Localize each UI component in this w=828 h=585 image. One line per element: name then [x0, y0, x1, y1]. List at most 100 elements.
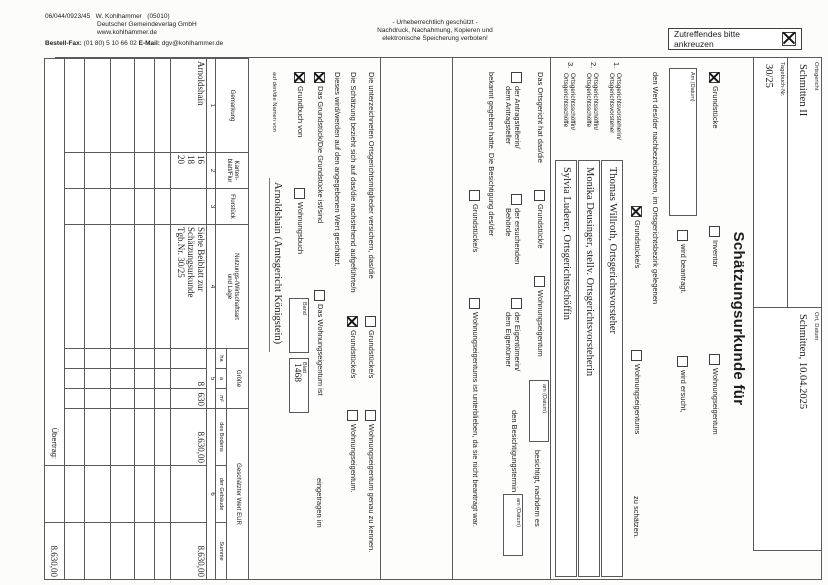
checkbox-eigentuemer[interactable]: der Eigentümerin/ dem Eigentümer	[504, 298, 522, 371]
checkbox-inspection-grundstuecke[interactable]: Grundstück/e	[534, 190, 545, 249]
valuation-table: Gemarkung Karten- blatt/Flur Flurstück N…	[44, 58, 249, 581]
empty-cell	[110, 58, 135, 153]
ortsgericht-box: Ortsgericht Schmitten II	[787, 57, 822, 308]
checkbox-label-line: dem Eigentümer	[504, 312, 514, 368]
checkbox-behoerde[interactable]: der ersuchenden Behörde	[504, 194, 522, 264]
checkbox-grundbuch[interactable]: Grundbuch von	[294, 72, 305, 137]
table-row	[84, 58, 111, 580]
example-cross-icon	[782, 32, 796, 46]
checkbox-label: Inventar	[711, 240, 720, 268]
checkbox-antragsteller[interactable]: der Antragstellerin/ dem Antragsteller	[504, 72, 522, 149]
checkbox-wohnungseigentum-eingetragen[interactable]: Das Wohnungseigentum ist	[314, 290, 325, 396]
checkbox-wohnungseigentum[interactable]: Wohnungseigentum	[709, 354, 720, 435]
checkbox-mark	[469, 190, 480, 201]
checkbox-label-line: der Antragstellerin/	[513, 86, 522, 149]
checkbox-mark	[347, 316, 358, 327]
member-name-field[interactable]: Sylvia Luderer, Ortsgerichtsschöffin	[555, 160, 577, 577]
checkbox-mark	[709, 226, 720, 237]
inspection-date-field-1[interactable]: am (Datum)	[529, 380, 549, 442]
mark-instruction-box: Zutreffendes bitte ankreuzen	[668, 28, 802, 50]
grundbuch-namen-value[interactable]: Arnoldshain (Amtsgericht Königstein)	[269, 178, 283, 353]
member-role: Ortsgerichtsschöffin/ Ortsgerichtsschöff…	[562, 73, 576, 130]
checkbox-grundstuecke[interactable]: Grundstücke	[709, 72, 720, 129]
inspection-text: Das Ortsgericht hat das/die	[536, 72, 545, 163]
table-row	[134, 58, 155, 580]
col-header-flurstueck: Flurstück	[215, 188, 249, 225]
header-line: Karten-	[232, 160, 240, 181]
checkbox-wohnungseigentums[interactable]: Wohnungseigentums	[631, 350, 642, 434]
ortsgericht-label: Ortsgericht	[813, 62, 819, 91]
assurance-text: Die unterzeichneten Ortsgerichtsmitglied…	[367, 72, 376, 279]
member-role-line: Ortsgerichtsschöffe	[585, 73, 592, 128]
valuation-form: Ortsgericht Schmitten II Tagebuch-Nr. 30…	[44, 57, 822, 581]
col-header-gebaeude: der Gebäude	[215, 465, 227, 523]
mark-instruction-label: Zutreffendes bitte ankreuzen	[674, 29, 740, 49]
blatt-field[interactable]: Blatt 1468	[289, 358, 309, 413]
empty-cell	[44, 465, 65, 523]
ortsgericht-value: Schmitten II	[797, 64, 808, 117]
empty-cell	[134, 408, 155, 466]
ort-datum-value: Schmitten, 10.04.2025	[797, 314, 808, 410]
col-number: 2	[206, 152, 216, 189]
checkbox-mark	[365, 316, 376, 327]
fax-number: (01 80) 5 10 66 02	[83, 40, 137, 47]
checkbox-kennen-wohnungseigentum[interactable]: Wohnungseigentum genau zu kennen.	[365, 410, 376, 552]
empty-cell	[84, 368, 111, 389]
fax-label: Bestell-Fax:	[45, 40, 82, 47]
checkbox-mark	[631, 206, 642, 217]
empty-cell	[84, 58, 111, 153]
empty-cell	[134, 58, 155, 153]
publisher-imprint: 06/044/0923/45 W. Kohlhammer (05010) Deu…	[45, 13, 305, 48]
checkbox-kennen-grundstuecke[interactable]: Grundstücke/s	[365, 316, 376, 378]
schaetzung-text: Die Schätzung bezieht sich auf das/die n…	[349, 72, 358, 293]
member-row: 1. Ortsgerichtsvorsteherin/ Ortsgerichts…	[601, 58, 623, 579]
checkbox-wird-ersucht[interactable]: wird ersucht,	[677, 356, 688, 413]
empty-cell	[154, 368, 171, 389]
empty-cell	[154, 188, 171, 225]
empty-cell	[64, 408, 85, 466]
member-name-field[interactable]: Thomas Willroth, Ortsgerichtsvorsteher	[601, 160, 623, 577]
checkbox-mark	[511, 194, 522, 205]
checkbox-grundstuecke-s[interactable]: Grundstücke/s	[631, 206, 642, 268]
checkbox-inspection-wohnungseigentum[interactable]: Wohnungseigentum	[534, 276, 545, 357]
section-divider	[380, 58, 381, 579]
am-datum-field[interactable]: Am (Datum)	[669, 68, 697, 216]
member-role-line: Ortsgerichtsschöffe	[562, 73, 569, 128]
inspection-date-field-2[interactable]: am (Datum)	[503, 494, 523, 556]
cell-nutzung: Siehe Beiblatt zur Schätzungsurkunde Tgb…	[170, 224, 207, 349]
member-role-line: Ortsgerichtsvorsteher	[608, 73, 615, 134]
band-field[interactable]: Band	[289, 298, 309, 353]
empty-cell	[64, 58, 85, 153]
checkbox-inventar[interactable]: Inventar	[709, 226, 720, 268]
checkbox-label-line: dem Antragsteller	[504, 86, 514, 145]
empty-cell	[84, 152, 111, 189]
publisher-url: www.kohlhammer.de	[97, 29, 157, 36]
member-role-line: Ortsgerichtsvorsteherin/	[615, 73, 622, 140]
am-datum-label: am (Datum)	[541, 384, 547, 414]
member-number: 3.	[566, 62, 575, 69]
checkbox-mark	[365, 410, 376, 421]
member-role-line: Ortsgerichtsschöffin/	[592, 73, 599, 131]
member-number: 1.	[612, 62, 621, 69]
empty-cell	[64, 522, 85, 580]
empty-cell	[134, 368, 155, 389]
member-name-field[interactable]: Monika Deusinger, stellv. Ortsgerichtsvo…	[578, 160, 600, 577]
ort-datum-label: Ort, Datum	[813, 312, 819, 341]
empty-cell	[84, 465, 111, 523]
checkbox-grundstueck-eingetragen[interactable]: Das Grundstück/Die Grundstücke ist/sind	[314, 72, 325, 223]
empty-cell	[154, 522, 171, 580]
cell-summe: 8.630,00	[170, 522, 207, 580]
checkbox-bezieht-wohnungseigentum[interactable]: Wohnungseigentum.	[347, 410, 358, 493]
col-header-summe: Summe	[215, 522, 227, 580]
checkbox-wohnungsbuch[interactable]: Wohnungsbuch	[294, 188, 305, 254]
empty-cell	[84, 408, 111, 466]
checkbox-besichtigung-grundstuecke[interactable]: Grundstücke/s	[469, 190, 480, 252]
section-divider	[550, 58, 551, 579]
member-number: 2.	[589, 62, 598, 69]
member-name: Sylvia Luderer, Ortsgerichtsschöffin	[561, 167, 572, 321]
checkbox-bezieht-grundstuecke[interactable]: Grundstücke/s	[347, 316, 358, 378]
band-label: Band	[301, 302, 307, 315]
checkbox-besichtigung-unterblieben[interactable]: Wohnungseigentums ist unterblieben, da s…	[469, 298, 480, 528]
cell-line: 16	[196, 155, 206, 164]
checkbox-wird-beantragt[interactable]: wird beantragt.	[677, 230, 688, 294]
